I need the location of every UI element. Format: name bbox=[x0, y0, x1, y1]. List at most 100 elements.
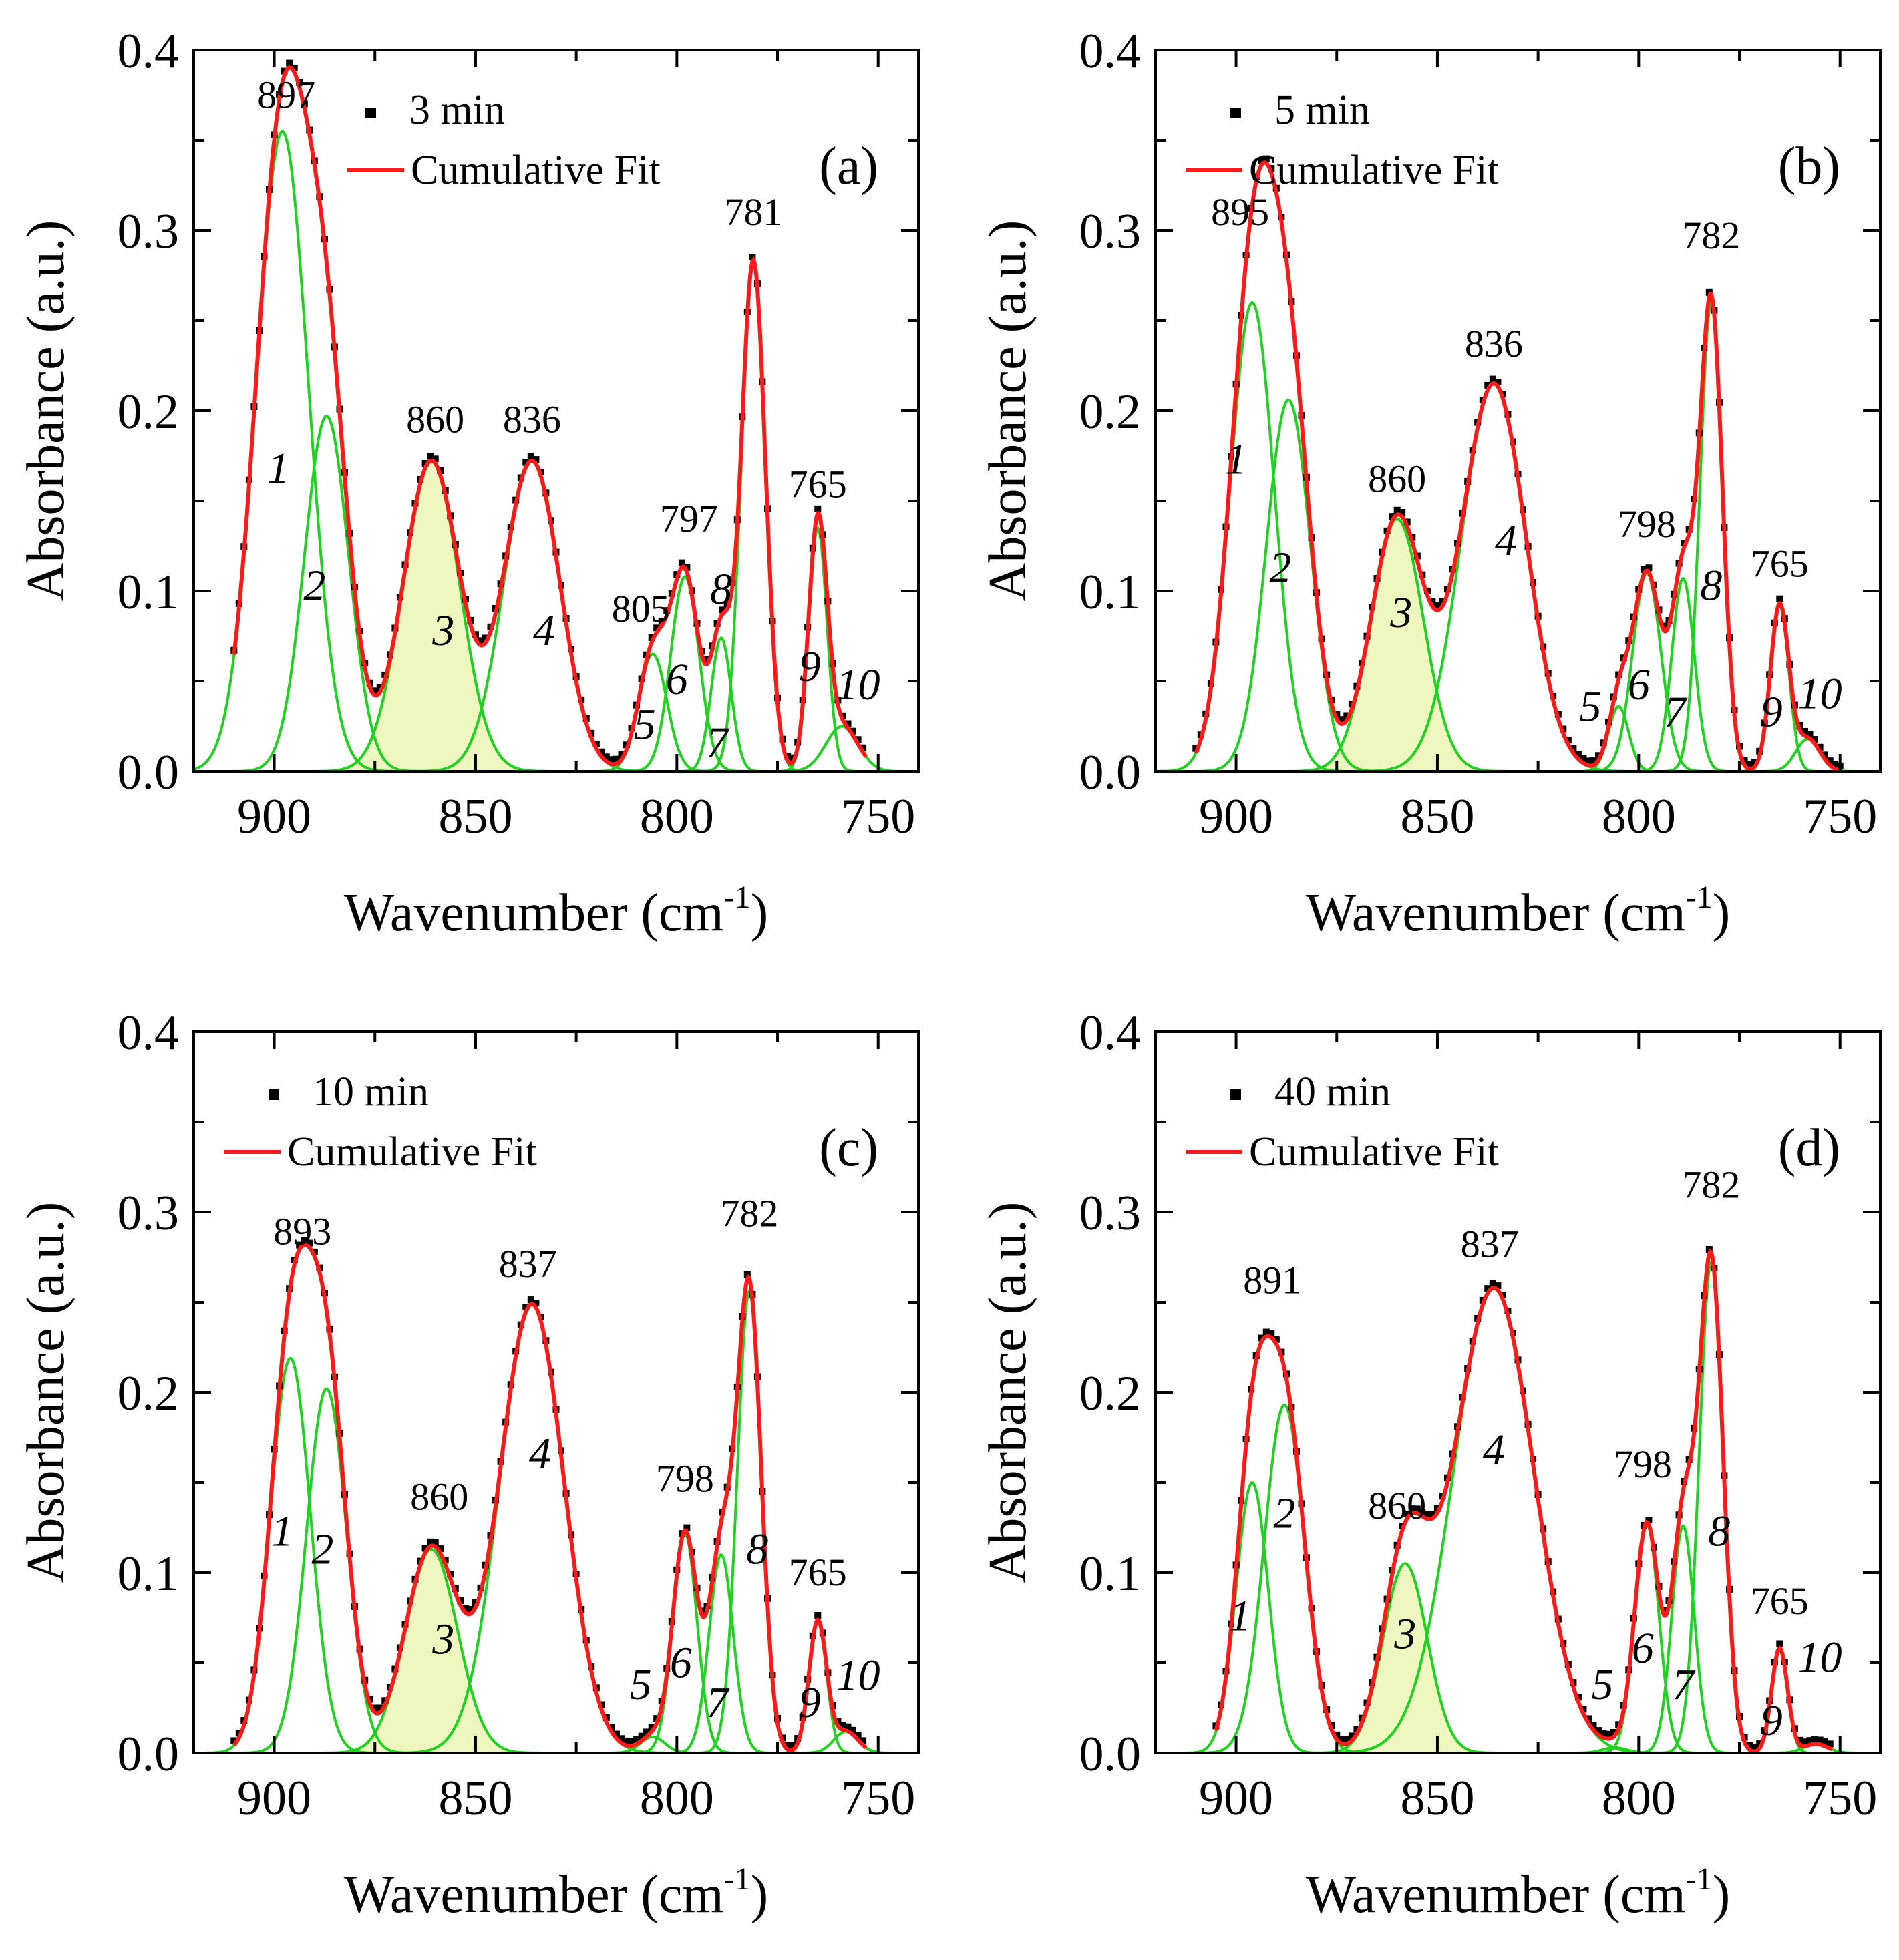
data-point bbox=[814, 505, 822, 512]
y-axis-title: Absorbance (a.u.) bbox=[17, 220, 75, 602]
data-point bbox=[532, 1300, 540, 1307]
data-point bbox=[467, 1605, 474, 1613]
x-axis-title-main: Wavenumber (cm bbox=[344, 1865, 724, 1924]
data-point bbox=[1338, 1736, 1345, 1742]
component-curve-2 bbox=[242, 1387, 411, 1753]
x-tick-label: 750 bbox=[841, 1771, 915, 1826]
component-label: 3 bbox=[1393, 1609, 1416, 1658]
data-point bbox=[854, 1732, 862, 1739]
data-point bbox=[1258, 157, 1265, 164]
peak-label: 797 bbox=[660, 497, 718, 540]
data-point bbox=[1590, 757, 1597, 764]
y-tick-label: 0.3 bbox=[118, 1186, 180, 1241]
data-series bbox=[1192, 155, 1844, 769]
data-point bbox=[532, 456, 540, 463]
cumulative-fit-line bbox=[1214, 1248, 1833, 1753]
data-point bbox=[1645, 564, 1653, 572]
data-point bbox=[437, 1545, 444, 1553]
data-point bbox=[1574, 751, 1582, 758]
component-curve-7 bbox=[1635, 576, 1731, 771]
data-point bbox=[371, 687, 379, 695]
component-label: 6 bbox=[1628, 660, 1650, 709]
peak-label: 805 bbox=[612, 587, 670, 630]
component-label: 4 bbox=[1483, 1426, 1505, 1475]
data-point bbox=[1640, 566, 1647, 573]
data-point bbox=[1419, 1508, 1426, 1515]
data-point bbox=[527, 1296, 534, 1304]
data-point bbox=[1393, 506, 1401, 514]
data-point bbox=[1751, 759, 1758, 766]
data-point bbox=[1746, 1742, 1753, 1749]
data-point bbox=[421, 1545, 429, 1552]
panel-c: 900 850 800 750 0.0 0.1 0.2 0.3 0.4 Wavenumber (c… bbox=[17, 1006, 920, 1924]
data-point bbox=[1439, 598, 1446, 605]
x-axis-title-superscript: -1 bbox=[724, 879, 751, 915]
data-point bbox=[1580, 755, 1587, 762]
data-point bbox=[719, 606, 726, 614]
y-tick-label: 0.2 bbox=[118, 385, 180, 439]
peak-label: 782 bbox=[1682, 214, 1740, 257]
peak-label: 765 bbox=[1751, 542, 1809, 585]
data-point bbox=[371, 1704, 379, 1712]
component-curve-1 bbox=[1159, 301, 1345, 771]
y-tick-label: 0.1 bbox=[118, 565, 180, 620]
legend: 40 min Cumulative Fit bbox=[1186, 1069, 1499, 1175]
component-label: 9 bbox=[799, 1678, 821, 1727]
data-point bbox=[623, 1737, 630, 1744]
data-point bbox=[784, 1742, 792, 1749]
data-point bbox=[1776, 595, 1783, 602]
y-tick-label: 0.4 bbox=[1079, 1006, 1142, 1060]
data-point bbox=[814, 1612, 822, 1619]
data-point bbox=[1353, 1726, 1361, 1733]
peak-label: 891 bbox=[1243, 1259, 1301, 1302]
plot-area: 900 850 800 750 0.0 0.1 0.2 0.3 0.4 bbox=[118, 24, 920, 844]
data-point bbox=[1338, 716, 1345, 723]
panel-label: (a) bbox=[819, 137, 878, 196]
component-curve-7 bbox=[670, 1553, 771, 1753]
data-point bbox=[296, 1241, 303, 1249]
peak-label: 860 bbox=[406, 397, 464, 441]
data-point bbox=[1433, 602, 1441, 609]
panel-b: 900 850 800 750 0.0 0.1 0.2 0.3 0.4 Wavenumber (c… bbox=[979, 24, 1882, 942]
component-curve-1 bbox=[194, 130, 392, 771]
data-point bbox=[527, 453, 534, 460]
data-point bbox=[1826, 1740, 1834, 1748]
plot-area: 900 850 800 750 0.0 0.1 0.2 0.3 0.4 bbox=[1079, 1006, 1882, 1826]
component-label: 7 bbox=[706, 1678, 730, 1727]
y-tick-label: 0.4 bbox=[1079, 24, 1142, 79]
x-axis-title: Wavenumber (cm-1) bbox=[344, 1861, 769, 1924]
peak-label: 836 bbox=[503, 397, 561, 441]
component-label: 2 bbox=[1273, 1489, 1295, 1538]
peak-label: 860 bbox=[410, 1475, 468, 1519]
legend-entry-fit: Cumulative Fit bbox=[411, 148, 661, 193]
x-axis-title-superscript: -1 bbox=[1686, 1861, 1713, 1897]
data-point bbox=[291, 64, 298, 71]
data-point bbox=[1413, 1505, 1421, 1513]
data-point bbox=[850, 727, 856, 735]
data-point bbox=[1272, 1336, 1280, 1343]
data-point bbox=[1816, 743, 1824, 751]
legend-entry-fit: Cumulative Fit bbox=[1249, 148, 1499, 193]
component-label: 1 bbox=[267, 444, 289, 493]
plot-content bbox=[206, 1237, 896, 1753]
data-point bbox=[613, 755, 620, 763]
data-point bbox=[860, 1737, 867, 1744]
plot-content bbox=[1184, 1246, 1866, 1753]
component-label: 2 bbox=[1269, 544, 1291, 592]
component-label: 1 bbox=[1229, 1591, 1251, 1640]
component-label: 9 bbox=[1761, 688, 1783, 737]
legend-entry-data: 3 min bbox=[409, 87, 505, 133]
data-point bbox=[427, 453, 434, 460]
y-tick-label: 0.0 bbox=[1079, 1727, 1142, 1782]
data-point bbox=[653, 624, 661, 632]
x-axis-title-end: ) bbox=[1713, 884, 1731, 942]
data-point bbox=[1595, 752, 1602, 759]
data-point bbox=[1570, 745, 1577, 752]
x-tick-label: 850 bbox=[1400, 1771, 1474, 1826]
data-point bbox=[789, 754, 796, 761]
data-point bbox=[1343, 712, 1351, 719]
component-label: 3 bbox=[431, 606, 454, 655]
component-curve-10 bbox=[795, 1730, 896, 1753]
cumulative-fit-line bbox=[1194, 160, 1841, 771]
data-point bbox=[592, 741, 600, 748]
